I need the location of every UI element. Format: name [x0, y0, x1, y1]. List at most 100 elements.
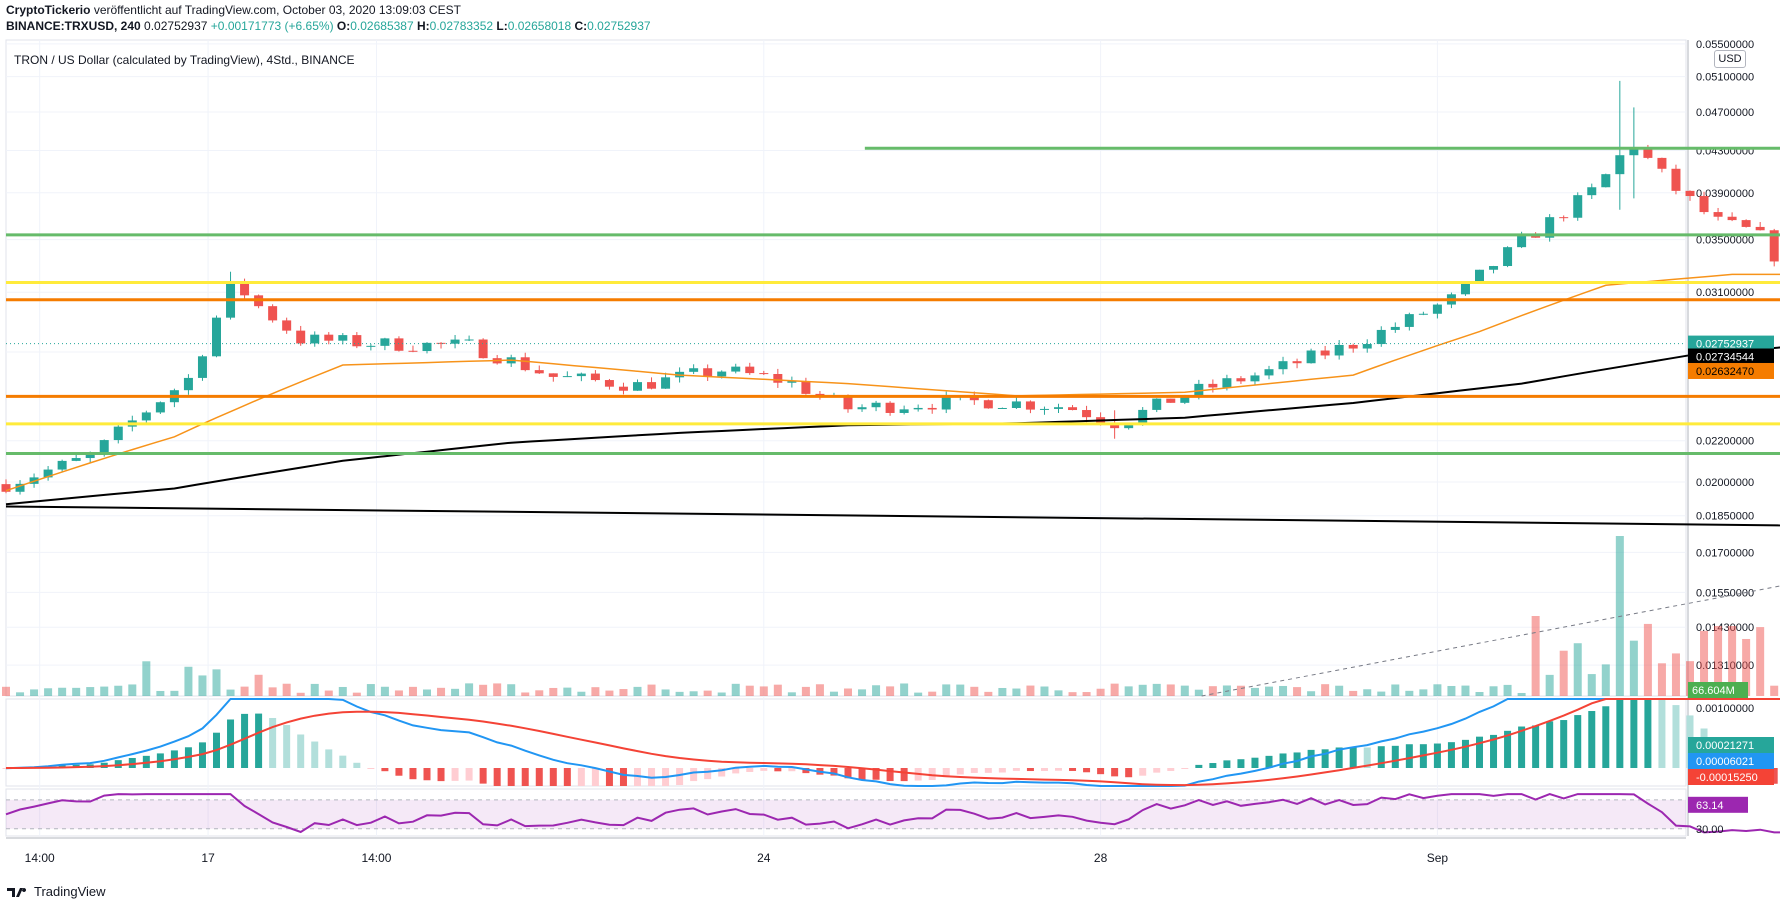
volume-bar	[296, 692, 305, 696]
volume-bar	[324, 690, 333, 696]
volume-bar	[829, 691, 838, 696]
candle-body	[1011, 401, 1021, 408]
candle-body	[240, 282, 250, 296]
candle-body	[717, 371, 727, 377]
y-tick-label: 0.02200000	[1696, 436, 1754, 448]
macd-hist-bar	[1363, 747, 1371, 768]
volume-bar	[1461, 685, 1470, 696]
candle-body	[1755, 226, 1765, 231]
volume-bar	[1040, 686, 1049, 696]
candle	[268, 304, 278, 323]
candle-body	[1222, 378, 1232, 388]
macd-hist-bar	[774, 768, 782, 772]
macd-hist-bar	[1139, 768, 1147, 776]
dashed-trendline	[1201, 585, 1780, 697]
candle-body	[885, 402, 895, 413]
candle	[801, 377, 811, 395]
candle-body	[1166, 398, 1176, 403]
macd-hist-bar	[1237, 759, 1245, 768]
candle-body	[1643, 149, 1653, 158]
volume-bar	[1124, 686, 1133, 696]
candle-body	[1110, 422, 1120, 429]
currency-button[interactable]: USD	[1714, 50, 1746, 68]
macd-hist-bar	[339, 755, 347, 768]
candle-body	[1152, 398, 1162, 410]
macd-hist-bar	[1083, 768, 1091, 773]
candle-body	[1054, 407, 1063, 409]
macd-hist-bar	[1518, 726, 1526, 768]
volume-bar	[815, 684, 824, 696]
candle-body	[745, 366, 755, 374]
candle	[1671, 164, 1681, 195]
volume-bar	[914, 692, 923, 696]
volume-bar	[886, 686, 895, 696]
macd-hist-bar	[718, 768, 726, 777]
volume-bar	[1601, 664, 1610, 696]
rsi-tick-label: 30.00	[1696, 824, 1724, 836]
macd-hist-bar	[690, 768, 698, 782]
volume-bar	[1671, 653, 1680, 696]
tradingview-footer[interactable]: TradingView	[6, 884, 106, 899]
candle-body	[590, 373, 600, 381]
candle	[1460, 281, 1470, 296]
volume-bar	[1447, 685, 1456, 696]
candle	[703, 364, 713, 381]
candle-body	[85, 453, 95, 459]
candle	[871, 400, 881, 412]
candle-body	[1531, 235, 1541, 238]
candle-body	[787, 381, 797, 383]
volume-bar	[1054, 690, 1063, 696]
macd-hist-bar	[605, 768, 613, 786]
macd-hist-bar	[591, 768, 599, 786]
footer-brand: TradingView	[34, 884, 106, 899]
macd-hist-bar	[1405, 744, 1413, 768]
macd-hist-bar	[802, 768, 810, 774]
candle	[1615, 80, 1625, 210]
volume-bar	[1307, 691, 1316, 696]
candle-body	[562, 376, 572, 378]
volume-bar	[1293, 687, 1302, 696]
volume-bar	[493, 683, 502, 696]
open-label: O:	[336, 19, 351, 33]
candle-body	[1713, 212, 1723, 217]
volume-bar	[1349, 690, 1358, 696]
candle	[1475, 269, 1484, 284]
low-value: 0.02658018	[507, 19, 572, 33]
y-tick-label: 0.05100000	[1696, 72, 1754, 84]
volume-label-bg	[1688, 682, 1748, 698]
volume-bar	[1208, 686, 1217, 696]
candle-body	[1545, 217, 1555, 238]
candle	[1629, 107, 1639, 199]
chart[interactable]: 0.055000000.051000000.047000000.04300000…	[0, 0, 1780, 880]
y-tick-label: 0.04700000	[1696, 107, 1754, 119]
candle-body	[268, 306, 278, 321]
volume-bar	[563, 687, 572, 696]
macd-hist-bar	[1447, 742, 1455, 768]
volume-bar	[1377, 691, 1386, 696]
candle	[1404, 312, 1414, 331]
macd-hist-bar	[1616, 699, 1624, 768]
candle-body	[689, 368, 699, 372]
volume-bar	[605, 690, 614, 696]
candle-body	[1559, 217, 1569, 219]
candle-body	[1068, 407, 1078, 411]
candle	[1054, 403, 1063, 413]
candle	[1236, 376, 1246, 384]
macd-axis-label: 0.00021271	[1696, 740, 1754, 752]
volume-bar	[437, 687, 446, 696]
candle-body	[43, 469, 53, 478]
volume-bar	[858, 689, 867, 696]
candle-body	[1475, 269, 1484, 283]
candle-body	[99, 440, 109, 454]
open-value: 0.02685387	[350, 19, 414, 33]
macd-hist-bar	[970, 768, 978, 773]
macd-hist-bar	[1546, 721, 1554, 768]
candle	[633, 379, 642, 391]
macd-hist-bar	[437, 768, 445, 782]
macd-hist-bar	[1433, 743, 1441, 768]
volume-bar	[128, 684, 137, 696]
candle-body	[450, 339, 460, 344]
macd-hist-bar	[1574, 715, 1582, 768]
macd-hist-bar	[1630, 699, 1638, 768]
symbol: BINANCE:TRXUSD, 240	[6, 19, 141, 33]
